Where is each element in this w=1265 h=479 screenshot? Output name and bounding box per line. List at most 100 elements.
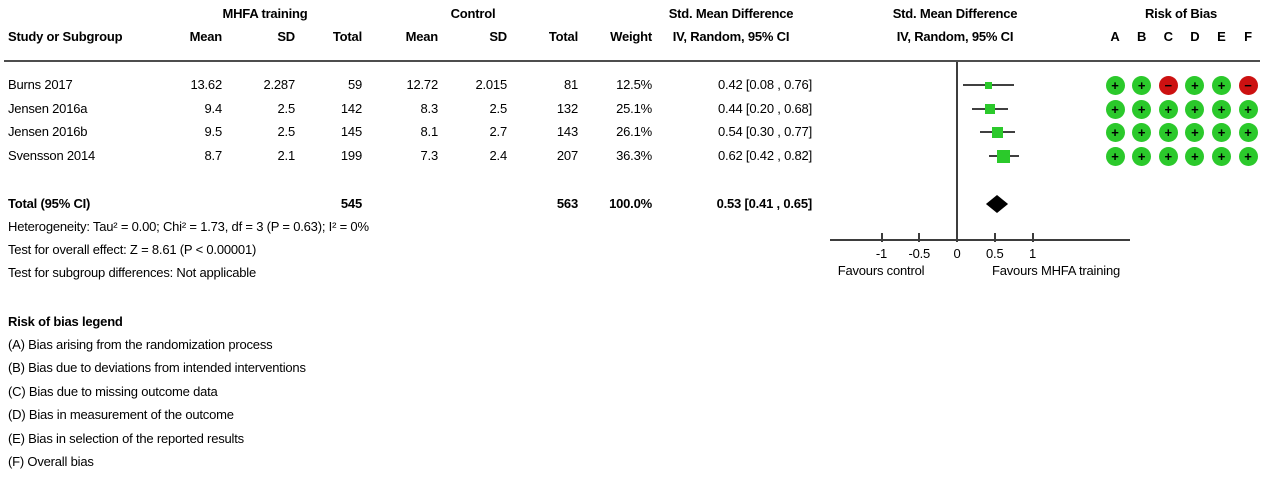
smd-plot-header-line2: IV, Random, 95% CI: [896, 29, 1014, 44]
favours-right-label: Favours MHFA training: [991, 263, 1120, 278]
rob-circle: +: [1132, 99, 1152, 119]
summary-diamond: [985, 195, 1009, 213]
rob-circle: +: [1105, 146, 1125, 166]
table-cell-sd-control: 2.4: [489, 148, 508, 163]
rob-legend-item-d: (D) Bias in measurement of the outcome: [8, 407, 234, 422]
rob-circle: −: [1158, 75, 1178, 95]
column-header-study: Study or Subgroup: [8, 29, 123, 44]
rob-column-letter: A: [1110, 29, 1120, 44]
table-cell-smd-ci: 0.62 [0.42 , 0.82]: [718, 148, 812, 163]
table-cell-sd-control: 2.015: [475, 77, 507, 92]
table-cell-smd-ci: 0.44 [0.20 , 0.68]: [718, 101, 812, 116]
rob-column-letter: E: [1217, 29, 1226, 44]
table-cell-total-experimental: 142: [340, 101, 362, 116]
table-cell-sd-experimental: 2.1: [277, 148, 296, 163]
table-cell-total-control: 207: [556, 148, 578, 163]
risk-of-bias-title: Risk of Bias: [1144, 6, 1217, 21]
column-header-mean-control: Mean: [405, 29, 439, 44]
column-header-sd-control: SD: [489, 29, 507, 44]
table-cell-mean-experimental: 8.7: [204, 148, 223, 163]
axis-tick-label: 1: [1028, 246, 1037, 261]
total-row-n-experimental: 545: [340, 196, 362, 211]
rob-circle: +: [1185, 99, 1205, 119]
rob-legend-item-c: (C) Bias due to missing outcome data: [8, 384, 218, 399]
group-header-experimental: MHFA training: [222, 6, 308, 21]
rob-column-letter: C: [1163, 29, 1173, 44]
table-cell-total-experimental: 145: [340, 124, 362, 139]
column-header-total-control: Total: [548, 29, 578, 44]
table-cell-weight: 12.5%: [616, 77, 652, 92]
table-cell-total-experimental: 59: [347, 77, 362, 92]
total-row-weight: 100.0%: [609, 196, 652, 211]
table-cell-weight: 25.1%: [616, 101, 652, 116]
x-axis-line: [830, 239, 1130, 241]
table-cell-study-name: Burns 2017: [8, 77, 73, 92]
smd-plot-header-line1: Std. Mean Difference: [892, 6, 1018, 21]
rob-circle: −: [1238, 75, 1258, 95]
rob-circle: +: [1185, 75, 1205, 95]
rob-column-letter: F: [1244, 29, 1252, 44]
table-cell-study-name: Jensen 2016b: [8, 124, 88, 139]
rob-circle: +: [1185, 146, 1205, 166]
effect-square: [997, 149, 1011, 163]
column-header-total-experimental: Total: [332, 29, 362, 44]
axis-tick-label: 0.5: [986, 246, 1004, 261]
rob-circle: +: [1238, 99, 1258, 119]
smd-column-header-line2: IV, Random, 95% CI: [672, 29, 790, 44]
table-cell-mean-experimental: 9.5: [204, 124, 223, 139]
table-cell-mean-experimental: 13.62: [190, 77, 222, 92]
rob-column-letter: B: [1136, 29, 1147, 44]
favours-left-label: Favours control: [837, 263, 925, 278]
rob-circle: +: [1211, 122, 1231, 142]
overall-effect-text: Test for overall effect: Z = 8.61 (P < 0…: [8, 242, 257, 257]
table-cell-total-control: 132: [556, 101, 578, 116]
column-header-sd-experimental: SD: [277, 29, 295, 44]
axis-tick: [956, 233, 958, 242]
rob-circle: +: [1238, 122, 1258, 142]
table-cell-mean-control: 8.1: [420, 124, 439, 139]
rob-circle: +: [1185, 122, 1205, 142]
table-cell-total-control: 143: [556, 124, 578, 139]
group-header-control: Control: [450, 6, 496, 21]
table-cell-total-experimental: 199: [340, 148, 362, 163]
effect-square: [985, 104, 996, 114]
column-header-mean-experimental: Mean: [189, 29, 223, 44]
rob-circle: +: [1158, 99, 1178, 119]
rob-circle: +: [1211, 146, 1231, 166]
rob-circle: +: [1158, 122, 1178, 142]
rob-circle: +: [1132, 146, 1152, 166]
table-cell-mean-control: 7.3: [420, 148, 439, 163]
effect-square: [992, 126, 1004, 138]
rob-circle: +: [1211, 99, 1231, 119]
rob-legend-title: Risk of bias legend: [8, 314, 123, 329]
rob-circle: +: [1211, 75, 1231, 95]
rob-legend-item-f: (F) Overall bias: [8, 454, 94, 469]
rob-circle: +: [1158, 146, 1178, 166]
subgroup-test-text: Test for subgroup differences: Not appli…: [8, 265, 257, 280]
effect-square: [985, 81, 993, 89]
column-header-weight: Weight: [610, 29, 652, 44]
axis-tick: [993, 233, 996, 242]
rob-legend-item-e: (E) Bias in selection of the reported re…: [8, 431, 244, 446]
rob-legend-item-a: (A) Bias arising from the randomization …: [8, 337, 273, 352]
table-cell-smd-ci: 0.54 [0.30 , 0.77]: [718, 124, 812, 139]
table-cell-sd-control: 2.7: [489, 124, 508, 139]
axis-tick: [880, 233, 883, 242]
rob-circle: +: [1132, 75, 1152, 95]
total-row-smd-ci: 0.53 [0.41 , 0.65]: [716, 196, 813, 211]
rob-circle: +: [1105, 122, 1125, 142]
axis-tick-label: 0: [953, 246, 961, 261]
header-divider-line: [4, 60, 1260, 62]
table-cell-weight: 26.1%: [616, 124, 652, 139]
table-cell-sd-experimental: 2.5: [277, 124, 296, 139]
axis-tick: [1031, 233, 1034, 242]
table-cell-sd-experimental: 2.5: [277, 101, 296, 116]
table-cell-study-name: Jensen 2016a: [8, 101, 88, 116]
table-cell-total-control: 81: [563, 77, 578, 92]
table-cell-mean-control: 12.72: [406, 77, 438, 92]
total-row-n-control: 563: [556, 196, 578, 211]
zero-reference-line: [956, 62, 958, 240]
rob-column-letter: D: [1190, 29, 1200, 44]
table-cell-mean-experimental: 9.4: [204, 101, 223, 116]
